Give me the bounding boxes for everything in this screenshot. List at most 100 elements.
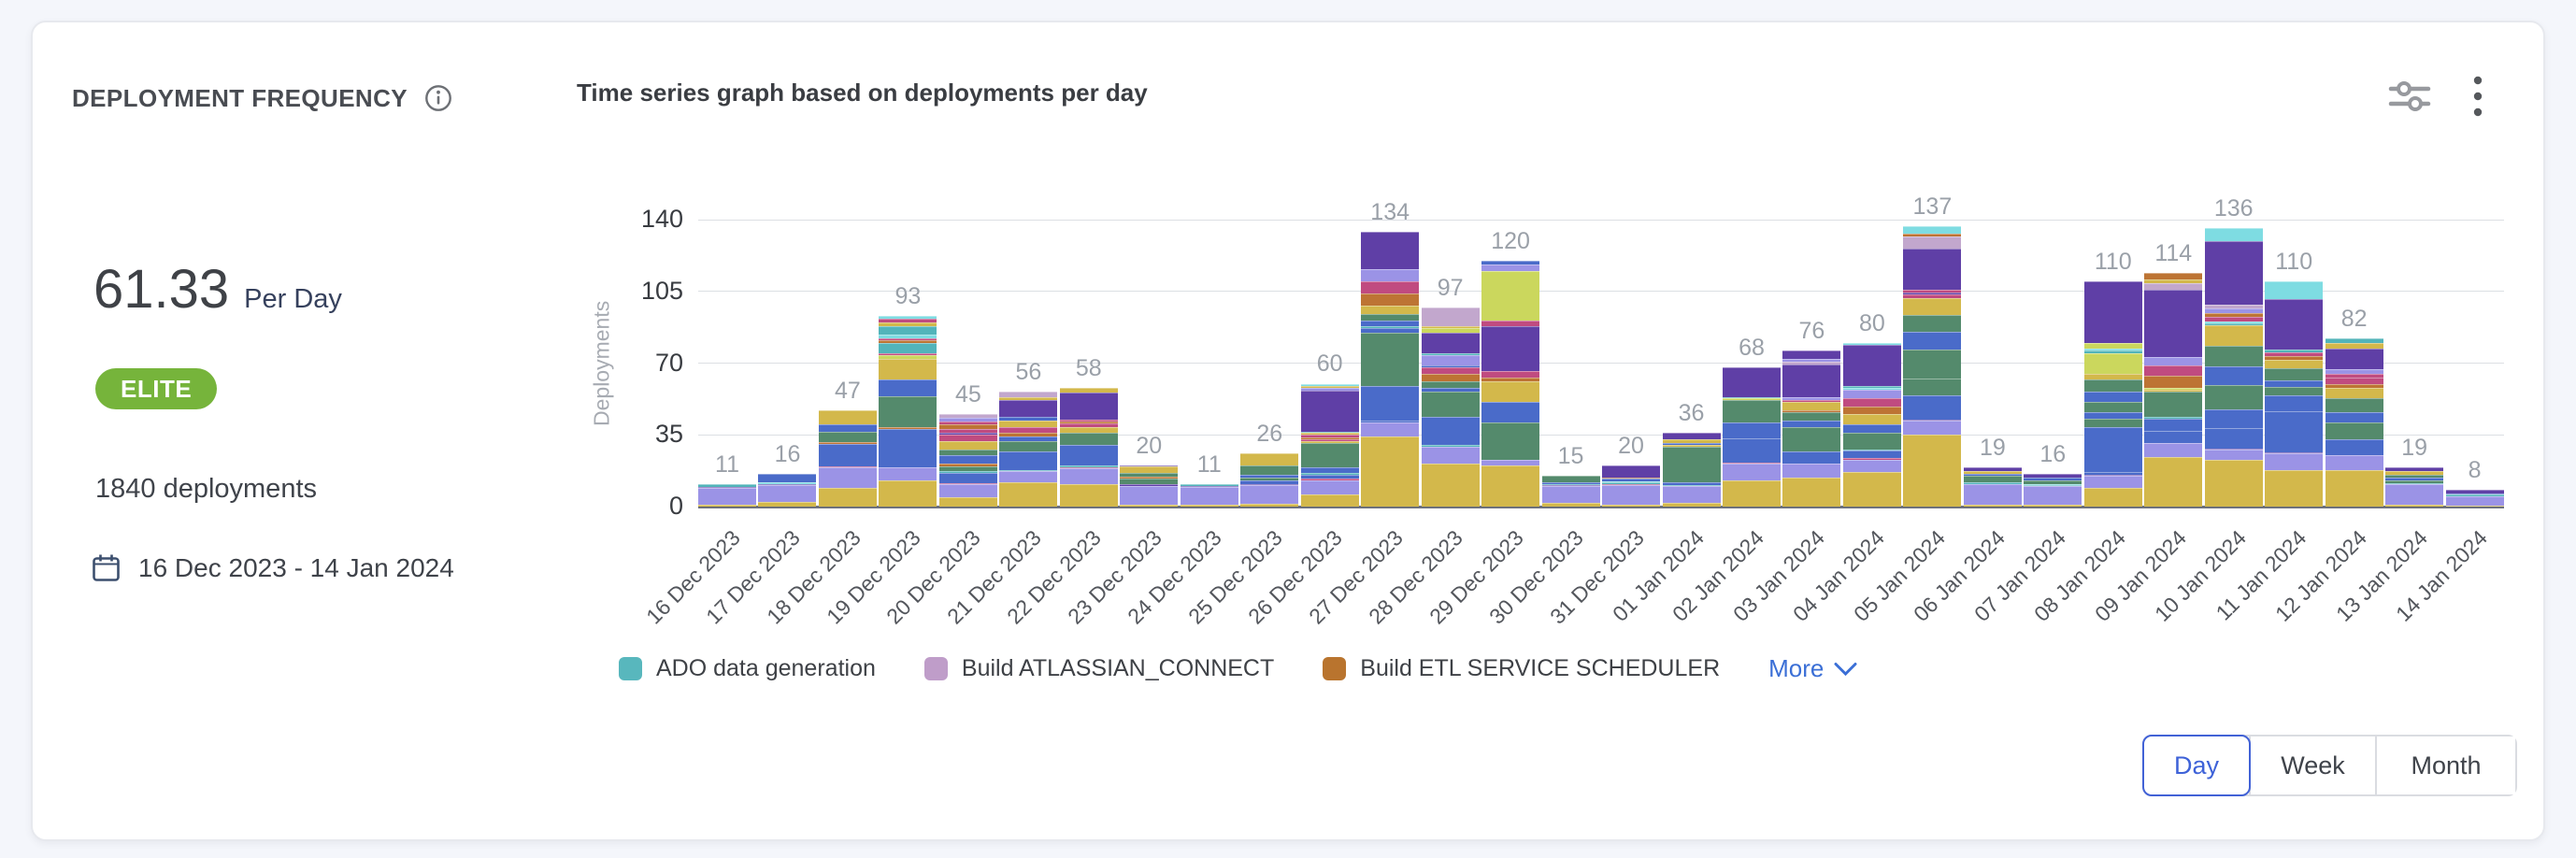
bar-segment[interactable] [1602, 480, 1661, 482]
bar-segment[interactable] [1059, 387, 1118, 393]
bar-segment[interactable] [2144, 365, 2203, 376]
bar-segment[interactable] [1059, 467, 1118, 469]
bar-segment[interactable] [1180, 486, 1238, 488]
bar-segment[interactable] [1361, 436, 1420, 507]
bar-10 Jan 2024[interactable]: 136 [2204, 195, 2263, 507]
bar-segment[interactable] [2144, 273, 2203, 279]
bar-segment[interactable] [1481, 265, 1540, 271]
bar-segment[interactable] [938, 424, 997, 429]
bar-31 Dec 2023[interactable]: 20 [1602, 433, 1661, 507]
bar-segment[interactable] [879, 316, 937, 320]
kebab-menu-icon[interactable] [2469, 71, 2487, 122]
bar-08 Jan 2024[interactable]: 110 [2083, 249, 2142, 507]
legend-item[interactable]: Build ETL SERVICE SCHEDULER [1323, 655, 1720, 682]
bar-segment[interactable] [1421, 447, 1480, 464]
bar-28 Dec 2023[interactable]: 97 [1421, 275, 1480, 507]
bar-segment[interactable] [1059, 468, 1118, 484]
bar-segment[interactable] [1963, 481, 2022, 484]
bar-segment[interactable] [1361, 328, 1420, 333]
bar-segment[interactable] [2024, 504, 2082, 507]
bar-segment[interactable] [1903, 292, 1962, 295]
bar-segment[interactable] [1421, 365, 1480, 367]
bar-segment[interactable] [2385, 478, 2444, 480]
bar-segment[interactable] [1240, 453, 1299, 466]
bar-segment[interactable] [1421, 332, 1480, 353]
bar-05 Jan 2024[interactable]: 137 [1903, 193, 1962, 507]
bar-segment[interactable] [879, 467, 937, 480]
bar-segment[interactable] [1963, 504, 2022, 507]
bar-segment[interactable] [818, 488, 877, 507]
bar-segment[interactable] [1722, 462, 1781, 464]
bar-segment[interactable] [879, 395, 937, 427]
bar-segment[interactable] [1602, 478, 1661, 479]
bar-segment[interactable] [2204, 449, 2263, 460]
bar-segment[interactable] [1059, 426, 1118, 434]
bar-19 Dec 2023[interactable]: 93 [879, 283, 937, 507]
bar-segment[interactable] [1059, 483, 1118, 507]
bar-11 Jan 2024[interactable]: 110 [2265, 249, 2324, 507]
bar-segment[interactable] [1361, 306, 1420, 314]
bar-segment[interactable] [2204, 322, 2263, 325]
bar-segment[interactable] [1903, 248, 1962, 290]
bar-segment[interactable] [2204, 321, 2263, 323]
bar-segment[interactable] [938, 440, 997, 450]
bar-segment[interactable] [1240, 484, 1299, 504]
bar-segment[interactable] [938, 470, 997, 473]
bar-segment[interactable] [1662, 481, 1721, 485]
bar-segment[interactable] [1842, 414, 1901, 425]
bar-segment[interactable] [2265, 360, 2324, 369]
bar-segment[interactable] [818, 467, 877, 489]
bar-segment[interactable] [2385, 475, 2444, 479]
bar-segment[interactable] [1903, 298, 1962, 316]
bar-segment[interactable] [938, 483, 997, 498]
bar-segment[interactable] [1300, 391, 1359, 433]
bar-segment[interactable] [1722, 400, 1781, 423]
bar-segment[interactable] [1059, 465, 1118, 468]
bar-segment[interactable] [698, 483, 756, 488]
bar-segment[interactable] [1782, 409, 1841, 413]
bar-segment[interactable] [758, 501, 817, 507]
bar-segment[interactable] [1782, 450, 1841, 464]
bar-segment[interactable] [1361, 293, 1420, 307]
bar-segment[interactable] [999, 396, 1058, 401]
bar-12 Jan 2024[interactable]: 82 [2325, 306, 2383, 507]
bar-13 Jan 2024[interactable]: 19 [2385, 435, 2444, 507]
bar-segment[interactable] [1541, 483, 1600, 485]
bar-segment[interactable] [1963, 476, 2022, 482]
bar-segment[interactable] [938, 482, 997, 484]
bar-segment[interactable] [1662, 438, 1721, 444]
bar-segment[interactable] [1782, 400, 1841, 403]
bar-segment[interactable] [1481, 459, 1540, 466]
bar-segment[interactable] [1481, 377, 1540, 382]
bar-segment[interactable] [1903, 378, 1962, 395]
bar-segment[interactable] [818, 409, 877, 425]
bar-segment[interactable] [1361, 313, 1420, 321]
bar-02 Jan 2024[interactable]: 68 [1722, 335, 1781, 507]
bar-segment[interactable] [1662, 445, 1721, 448]
bar-segment[interactable] [1240, 503, 1299, 507]
bar-segment[interactable] [1300, 475, 1359, 479]
bar-segment[interactable] [1903, 419, 1962, 421]
bar-segment[interactable] [1300, 443, 1359, 468]
bar-segment[interactable] [698, 488, 756, 505]
bar-segment[interactable] [2204, 408, 2263, 428]
bar-segment[interactable] [698, 487, 756, 489]
bar-segment[interactable] [1421, 463, 1480, 507]
bar-segment[interactable] [1842, 458, 1901, 460]
bar-segment[interactable] [999, 426, 1058, 434]
bar-segment[interactable] [1481, 465, 1540, 507]
bar-segment[interactable] [2325, 349, 2383, 370]
bar-segment[interactable] [2024, 483, 2082, 485]
bar-segment[interactable] [1421, 307, 1480, 327]
bar-segment[interactable] [1300, 436, 1359, 439]
bar-segment[interactable] [1903, 350, 1962, 379]
bar-segment[interactable] [2204, 227, 2263, 242]
bar-22 Dec 2023[interactable]: 58 [1059, 355, 1118, 507]
bar-segment[interactable] [1963, 467, 2022, 471]
bar-segment[interactable] [938, 466, 997, 471]
bar-segment[interactable] [1541, 502, 1600, 507]
bar-16 Dec 2023[interactable]: 11 [698, 451, 756, 507]
bar-segment[interactable] [2325, 383, 2383, 388]
bar-segment[interactable] [1481, 270, 1540, 321]
bar-segment[interactable] [1481, 326, 1540, 372]
